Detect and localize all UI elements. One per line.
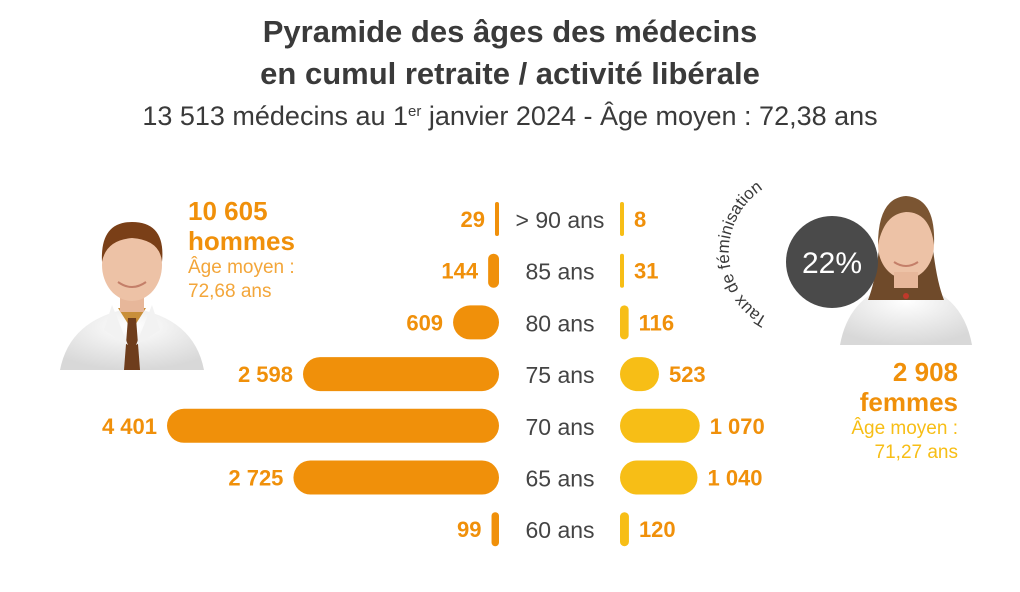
chart-subtitle: 13 513 médecins au 1er janvier 2024 - Âg… bbox=[0, 101, 1020, 132]
women-average-age-value: 71,27 ans bbox=[874, 442, 958, 463]
women-average-age-label: Âge moyen : bbox=[851, 418, 958, 439]
age-category-label-2: 80 ans bbox=[525, 310, 594, 336]
women-label: femmes bbox=[859, 387, 958, 417]
subtitle-superscript: er bbox=[408, 103, 422, 120]
women-value-label-1: 31 bbox=[634, 259, 658, 284]
women-bar-4 bbox=[620, 408, 700, 443]
men-value-label-0: 29 bbox=[461, 207, 485, 232]
men-value-label-6: 99 bbox=[457, 517, 481, 542]
men-bar-6 bbox=[491, 512, 499, 547]
women-bar-2 bbox=[620, 305, 629, 340]
men-value-label-2: 609 bbox=[406, 310, 443, 335]
feminization-rate: 22% bbox=[802, 247, 862, 280]
feminization-badge: 22% Taux de féminisation bbox=[714, 177, 878, 331]
women-bar-3 bbox=[620, 357, 659, 392]
women-bar-0 bbox=[620, 202, 624, 236]
women-bar-6 bbox=[620, 512, 629, 547]
men-label: hommes bbox=[188, 226, 295, 256]
men-bar-4 bbox=[167, 408, 499, 443]
men-bar-5 bbox=[293, 460, 499, 495]
feminization-caption: Taux de féminisation bbox=[714, 177, 771, 331]
men-value-label-4: 4 401 bbox=[102, 414, 157, 439]
women-count: 2 908 bbox=[892, 357, 958, 387]
men-value-label-5: 2 725 bbox=[228, 466, 283, 491]
age-category-label-4: 70 ans bbox=[525, 414, 594, 440]
men-value-label-1: 144 bbox=[441, 259, 478, 284]
men-count: 10 605 bbox=[188, 196, 268, 226]
subtitle-before: 13 513 médecins au 1 bbox=[142, 101, 409, 131]
age-category-label-3: 75 ans bbox=[525, 362, 594, 388]
age-category-label-0: > 90 ans bbox=[516, 207, 605, 233]
men-average-age-value: 72,68 ans bbox=[188, 281, 272, 302]
chart-title-line-1: Pyramide des âges des médecins bbox=[262, 14, 758, 49]
chart-title-line-2: en cumul retraite / activité libérale bbox=[260, 56, 760, 91]
women-summary: 2 908 femmes Âge moyen : 71,27 ans bbox=[851, 357, 958, 465]
pyramid-bars: 29 8 > 90 ans 144 31 85 ans 609 116 80 ans 2 598 5… bbox=[102, 202, 765, 547]
women-value-label-2: 116 bbox=[639, 310, 675, 335]
age-category-label-1: 85 ans bbox=[525, 259, 594, 285]
female-doctor-avatar bbox=[840, 196, 972, 345]
women-value-label-5: 1 040 bbox=[707, 466, 762, 491]
men-summary: 10 605 hommes Âge moyen : 72,68 ans bbox=[188, 196, 295, 304]
feminization-caption-text: Taux de féminisation bbox=[714, 177, 771, 331]
men-bar-3 bbox=[303, 357, 499, 392]
women-value-label-4: 1 070 bbox=[710, 414, 765, 439]
women-value-label-0: 8 bbox=[634, 207, 646, 232]
men-bar-0 bbox=[495, 202, 499, 236]
subtitle-after: janvier 2024 - Âge moyen : 72,38 ans bbox=[421, 101, 878, 131]
men-value-label-3: 2 598 bbox=[238, 362, 293, 387]
women-bar-1 bbox=[620, 253, 624, 288]
men-bar-2 bbox=[453, 305, 499, 340]
women-bar-5 bbox=[620, 460, 698, 495]
men-bar-1 bbox=[488, 253, 499, 288]
age-category-label-6: 60 ans bbox=[525, 517, 594, 543]
women-value-label-3: 523 bbox=[669, 362, 706, 387]
male-doctor-avatar bbox=[60, 222, 204, 370]
women-value-label-6: 120 bbox=[639, 517, 676, 542]
men-average-age-label: Âge moyen : bbox=[188, 257, 295, 278]
age-category-label-5: 65 ans bbox=[525, 466, 594, 492]
